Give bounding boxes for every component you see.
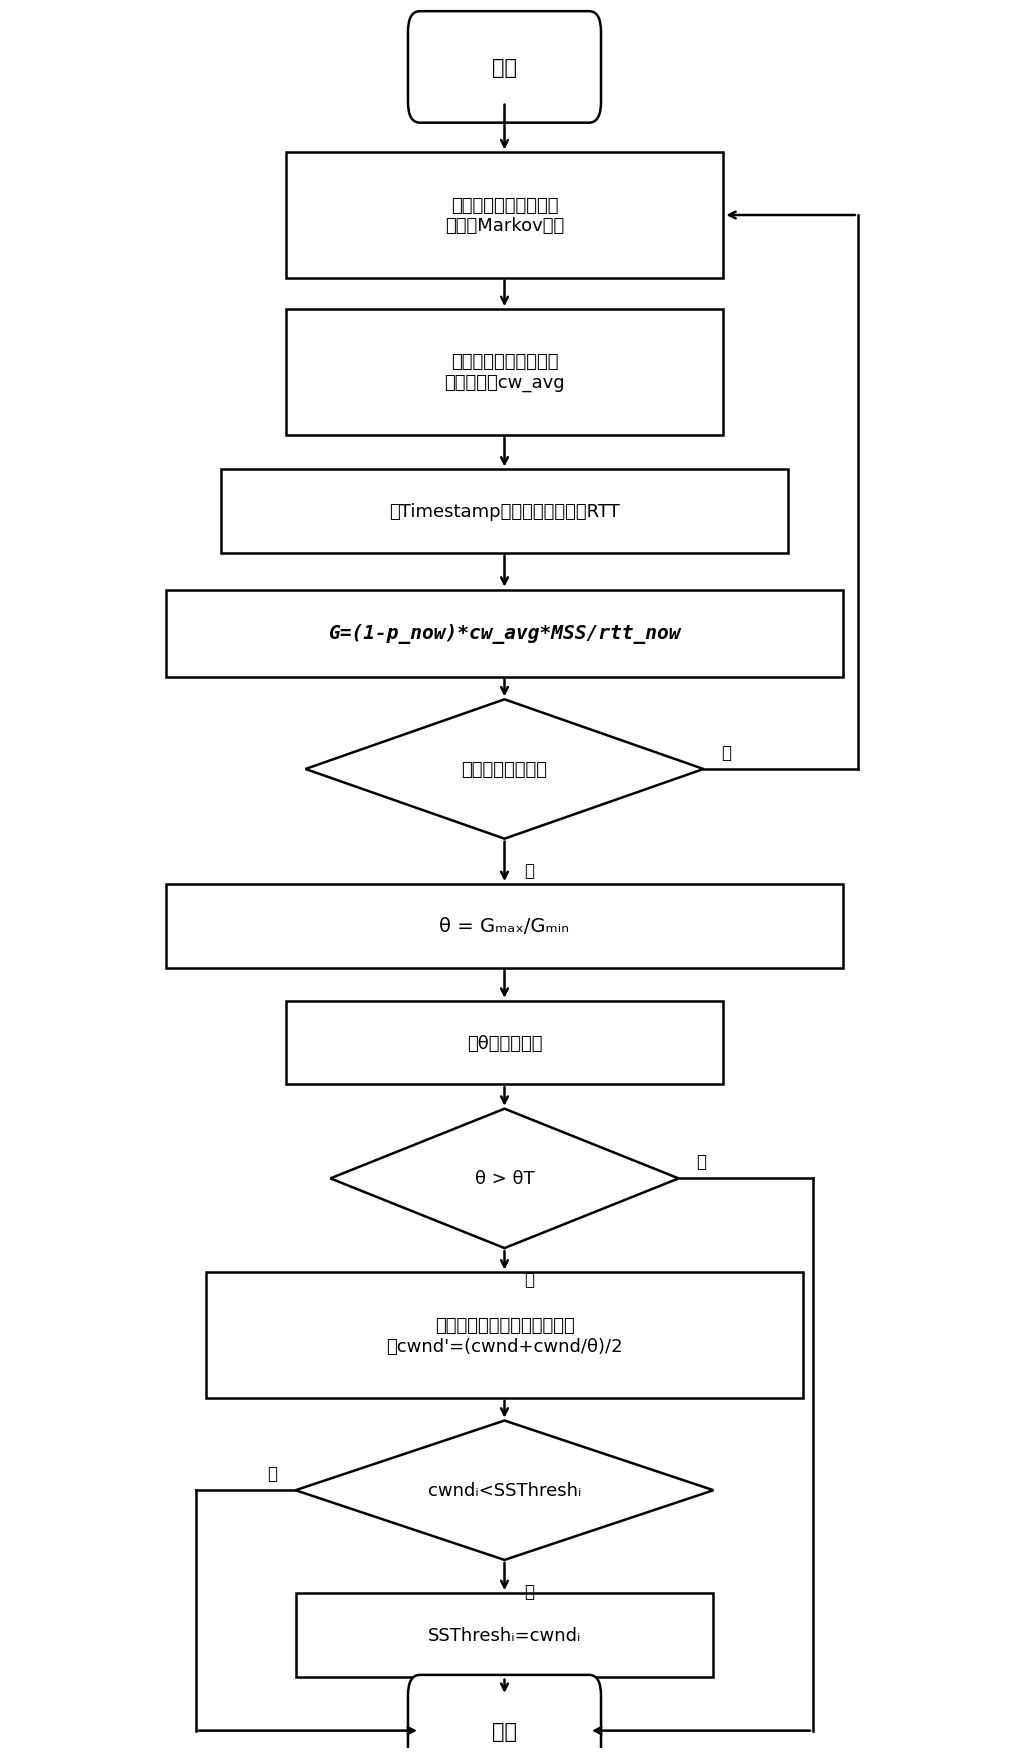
FancyBboxPatch shape (408, 12, 601, 123)
Text: 由Timestamp平滑得到当前子流RTT: 由Timestamp平滑得到当前子流RTT (389, 504, 620, 521)
Text: θ = Gₘₐₓ/Gₘᵢₙ: θ = Gₘₐₓ/Gₘᵢₙ (440, 916, 569, 935)
Text: 对θ作平滑处理: 对θ作平滑处理 (467, 1034, 542, 1051)
Text: 结束: 结束 (492, 1720, 517, 1741)
Text: θ > θT: θ > θT (474, 1171, 535, 1188)
Text: 是否遍历所有子流: 是否遍历所有子流 (461, 760, 548, 779)
Text: 是: 是 (525, 1583, 535, 1601)
Text: 根据当前子流的拥塞窗
口建立Markov模型: 根据当前子流的拥塞窗 口建立Markov模型 (445, 197, 564, 235)
Bar (166, 885, 843, 969)
Polygon shape (330, 1109, 679, 1248)
Text: 否: 否 (721, 742, 732, 762)
Text: SSThreshᵢ=cwndᵢ: SSThreshᵢ=cwndᵢ (428, 1625, 581, 1644)
Bar (286, 1000, 723, 1085)
Text: 否: 否 (696, 1153, 706, 1171)
Bar (286, 153, 723, 279)
Bar (221, 470, 788, 553)
Bar (166, 590, 843, 677)
Bar (296, 1594, 713, 1676)
Text: cwndᵢ<SSThreshᵢ: cwndᵢ<SSThreshᵢ (428, 1481, 581, 1499)
Text: 是: 是 (525, 862, 535, 879)
Polygon shape (296, 1422, 713, 1560)
Text: 得出当前子流的平均拥
塞窗口大小cw_avg: 得出当前子流的平均拥 塞窗口大小cw_avg (444, 353, 565, 391)
Text: 是: 是 (525, 1271, 535, 1288)
Text: 开始: 开始 (492, 58, 517, 77)
Bar (206, 1272, 803, 1399)
Text: G=(1-p_now)*cw_avg*MSS/rtt_now: G=(1-p_now)*cw_avg*MSS/rtt_now (328, 623, 681, 644)
Bar (286, 311, 723, 435)
Polygon shape (306, 700, 703, 839)
Text: 减小吞吐率最小子流的拥塞窗
口cwnd'=(cwnd+cwnd/θ)/2: 减小吞吐率最小子流的拥塞窗 口cwnd'=(cwnd+cwnd/θ)/2 (386, 1316, 623, 1355)
FancyBboxPatch shape (408, 1674, 601, 1755)
Text: 否: 否 (267, 1464, 277, 1481)
